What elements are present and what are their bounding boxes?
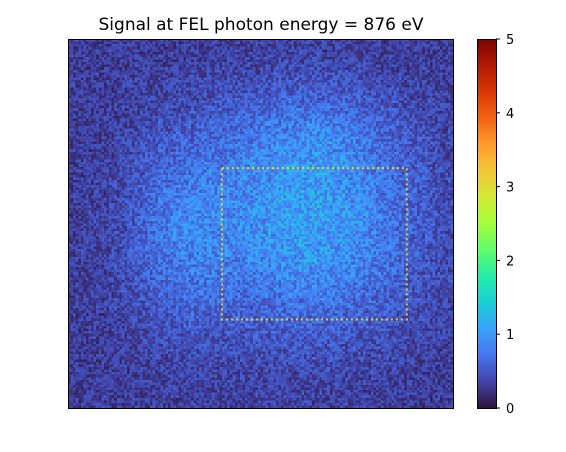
colorbar: 0 1 2 3 4 5 — [477, 33, 514, 417]
colorbar-tick-label: 5 — [506, 33, 514, 48]
heatmap-image-container — [68, 39, 453, 408]
colorbar-tick-label: 1 — [506, 328, 514, 343]
colorbar-frame — [477, 39, 497, 409]
roi-dotted-box — [221, 167, 408, 321]
heatmap-frame — [68, 39, 454, 409]
colorbar-tick-label: 3 — [506, 181, 514, 196]
heatmap-image — [68, 39, 453, 408]
colorbar-tick-label: 0 — [506, 402, 514, 417]
colorbar-tick-label: 4 — [506, 107, 514, 122]
colorbar-ticks: 0 1 2 3 4 5 — [496, 33, 514, 417]
colorbar-gradient — [477, 39, 496, 408]
colorbar-tick-label: 2 — [506, 254, 514, 269]
heatmap-panel — [68, 39, 454, 409]
chart-title: Signal at FEL photon energy = 876 eV — [99, 15, 424, 35]
